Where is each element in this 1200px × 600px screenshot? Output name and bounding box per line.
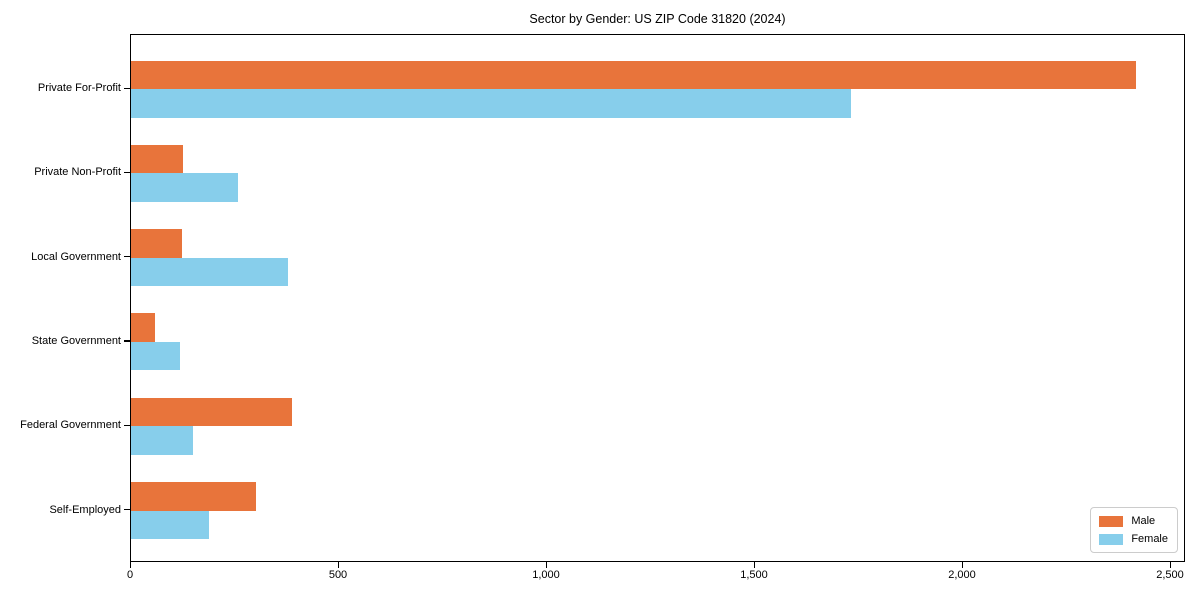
legend-swatch-male [1099,515,1124,527]
y-tick-label-federal-government: Federal Government [20,419,121,432]
plot-area: Male Female [130,34,1185,562]
x-tick-mark [129,562,131,568]
x-tick-mark [545,562,547,568]
x-tick-label-1-500: 1,500 [740,569,768,581]
bar-male-private-for-profit [131,60,1136,89]
y-tick-mark [124,256,130,258]
bar-female-private-for-profit [131,89,851,118]
x-tick-label-1-000: 1,000 [532,569,560,581]
legend: Male Female [1090,507,1178,553]
chart-title: Sector by Gender: US ZIP Code 31820 (202… [529,12,786,26]
y-tick-mark [124,340,130,342]
y-tick-mark [124,509,130,511]
bar-female-private-non-profit [131,173,238,202]
bar-male-local-government [131,229,183,258]
x-tick-mark [1169,562,1171,568]
x-tick-label-500: 500 [328,569,348,581]
x-tick-mark [753,562,755,568]
bar-female-self-employed [131,510,210,539]
bar-male-private-non-profit [131,144,183,174]
x-tick-label-2-500: 2,500 [1156,569,1184,581]
bar-female-federal-government [131,426,193,455]
x-tick-mark [961,562,963,568]
y-tick-mark [124,87,130,89]
x-tick-mark [337,562,339,568]
bar-female-local-government [131,257,288,287]
y-tick-mark [124,424,130,426]
bar-male-state-government [131,313,156,342]
legend-item-male: Male [1099,515,1168,527]
x-tick-label-2-000: 2,000 [948,569,976,581]
bar-female-state-government [131,341,181,371]
legend-label-male: Male [1131,515,1156,527]
x-tick-label-0: 0 [126,569,134,581]
y-tick-label-state-government: State Government [31,334,121,347]
legend-swatch-female [1099,533,1124,545]
y-tick-label-self-employed: Self-Employed [49,503,121,516]
y-tick-label-private-for-profit: Private For-Profit [37,82,121,94]
legend-item-female: Female [1099,533,1168,545]
bar-male-self-employed [131,482,256,511]
y-tick-label-private-non-profit: Private Non-Profit [34,166,121,179]
y-tick-mark [124,171,130,173]
legend-label-female: Female [1131,533,1168,545]
bar-male-federal-government [131,397,292,427]
y-tick-label-local-government: Local Government [31,250,121,263]
